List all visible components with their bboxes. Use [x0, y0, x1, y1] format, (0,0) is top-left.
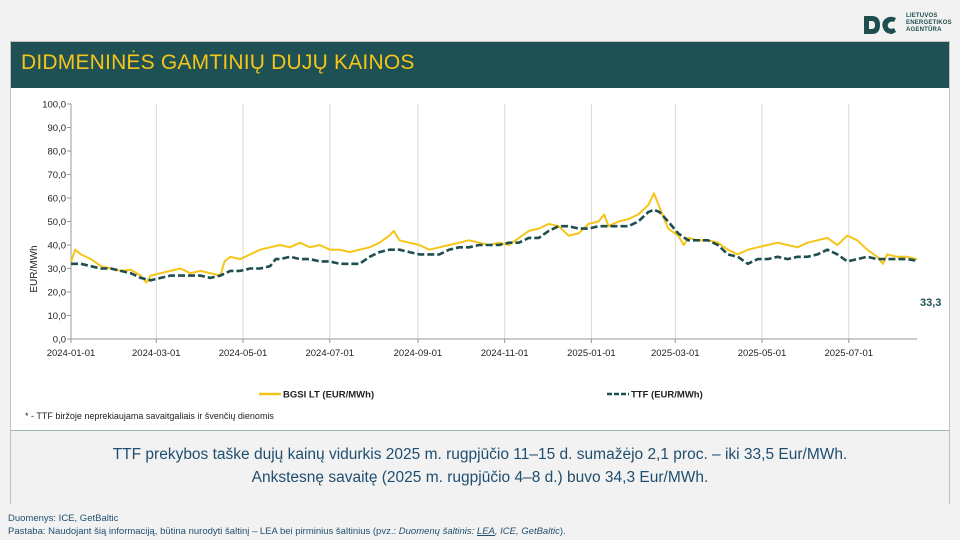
- y-tick-label: 20,0: [48, 288, 67, 299]
- sources-label: Duomenų šaltinis:: [398, 526, 477, 537]
- logo-line3: AGENTŪRA: [906, 27, 942, 33]
- summary-line-2: Ankstesnę savaitę (2025 m. rugpjūčio 4–8…: [251, 469, 709, 486]
- x-tick-label: 2025-01-01: [567, 348, 616, 359]
- title-bar: DIDMENINĖS GAMTINIŲ DUJŲ KAINOS: [11, 42, 949, 88]
- sources-note: Pastaba: Naudojant šią informaciją, būti…: [8, 526, 399, 537]
- legend: BGSI LT (EUR/MWh) TTF (EUR/MWh): [259, 390, 703, 401]
- y-tick-label: 0,0: [53, 335, 66, 346]
- y-tick-label: 60,0: [48, 194, 67, 205]
- lea-logo-icon: [864, 16, 896, 34]
- footnote: * - TTF biržoje neprekiaujama savaitgali…: [25, 411, 274, 421]
- y-tick-label: 80,0: [48, 147, 67, 158]
- series-line-bgsi: [70, 192, 918, 284]
- lea-link[interactable]: LEA: [476, 526, 495, 537]
- x-tick-label: 2024-05-01: [219, 348, 268, 359]
- x-tick-label: 2025-05-01: [738, 348, 787, 359]
- page-title: DIDMENINĖS GAMTINIŲ DUJŲ KAINOS: [21, 51, 415, 74]
- x-tick-label: 2024-11-01: [481, 348, 529, 359]
- chart-panel: DIDMENINĖS GAMTINIŲ DUJŲ KAINOS 0,0 10,0 2…: [10, 41, 950, 504]
- y-tick-label: 70,0: [48, 170, 67, 181]
- y-tick-label: 10,0: [48, 311, 67, 322]
- x-tick-label: 2024-03-01: [132, 348, 181, 359]
- y-tick-label: 30,0: [48, 264, 67, 275]
- x-tick-label: 2024-01-01: [47, 348, 96, 359]
- y-axis-label: EUR/MWh: [29, 245, 40, 292]
- sources-close: ).: [559, 526, 566, 537]
- sources: Duomenys: ICE, GetBaltic Pastaba: Naudoj…: [8, 512, 566, 538]
- summary-line-1: TTF prekybos taške dujų kainų vidurkis 2…: [112, 446, 848, 463]
- x-tick-label: 2025-07-01: [824, 348, 873, 359]
- logo-line2: ENERGETIKOS: [906, 20, 952, 26]
- y-axis: 0,0 10,0 20,0 30,0 40,0 50,0 60,0 70,0 80,0 90,0 1…: [42, 100, 72, 346]
- sources-list: , ICE, GetBaltic: [494, 526, 560, 537]
- logo-text: LIETUVOS ENERGETIKOS AGENTŪRA: [906, 13, 952, 34]
- y-tick-label: 40,0: [48, 241, 67, 252]
- summary-box: TTF prekybos taške dujų kainų vidurkis 2…: [11, 430, 949, 504]
- legend-label-ttf: TTF (EUR/MWh): [631, 390, 703, 401]
- x-axis: 2024-01-01 2024-03-01 2024-05-01 2024-07-01…: [47, 338, 917, 359]
- price-chart: 0,0 10,0 20,0 30,0 40,0 50,0 60,0 70,0 80,0 90,0 1…: [29, 100, 941, 401]
- end-value-label: 33,3: [920, 297, 941, 309]
- chart-grid: [70, 104, 850, 339]
- legend-label-bgsi: BGSI LT (EUR/MWh): [283, 390, 374, 401]
- x-tick-label: 2024-07-01: [305, 348, 354, 359]
- sources-line-2: Pastaba: Naudojant šią informaciją, būti…: [8, 525, 566, 538]
- y-tick-label: 90,0: [48, 123, 67, 134]
- y-tick-label: 50,0: [48, 217, 67, 228]
- lea-logo: LIETUVOS ENERGETIKOS AGENTŪRA: [862, 12, 952, 40]
- x-tick-label: 2025-03-01: [651, 348, 700, 359]
- sources-line-1: Duomenys: ICE, GetBaltic: [8, 513, 119, 524]
- logo-line1: LIETUVOS: [906, 13, 938, 19]
- series-lines: [70, 192, 918, 284]
- y-tick-label: 100,0: [42, 100, 66, 111]
- x-tick-label: 2024-09-01: [394, 348, 443, 359]
